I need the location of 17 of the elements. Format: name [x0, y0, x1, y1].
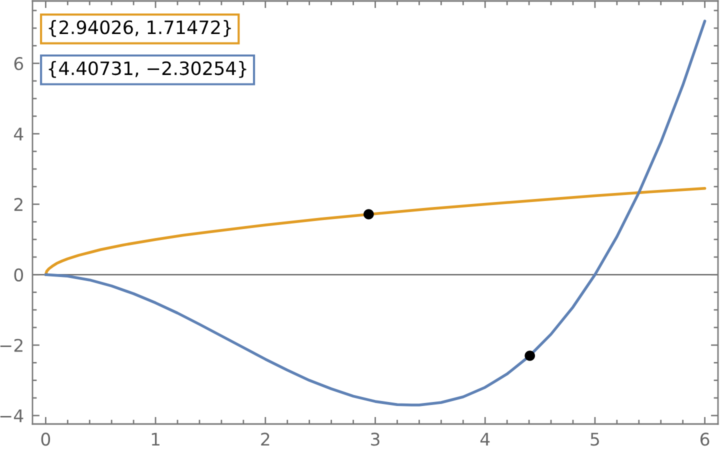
y-tick-label: 4 [14, 128, 24, 140]
annotation: {2.94026, 1.71472} [48, 20, 231, 37]
y-tick-label: 2 [14, 198, 22, 211]
x-tick-label: 1 [152, 432, 160, 446]
y-tick-label: 6 [14, 57, 24, 70]
x-tick-label: 4 [480, 432, 490, 446]
y-tick-label: −4 [0, 409, 24, 422]
x-tick-label: 6 [700, 432, 710, 446]
line-series [44, 186, 706, 276]
x-tick-label: 0 [41, 432, 50, 446]
annotation: {4.40731, −2.30254} [48, 61, 246, 78]
y-tick-label: 0 [14, 268, 24, 282]
x-tick-label: 2 [261, 432, 270, 446]
line-series [44, 20, 706, 406]
x-tick-label: 5 [590, 432, 599, 446]
x-tick-label: 3 [371, 432, 380, 446]
y-tick-label: −2 [0, 338, 22, 352]
